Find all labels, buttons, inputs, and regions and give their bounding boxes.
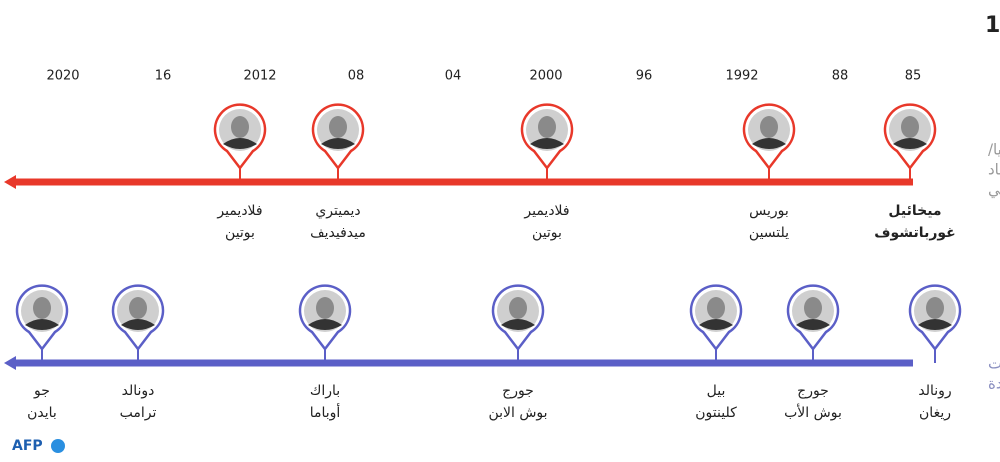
leader-name: جورج bbox=[502, 383, 534, 399]
leader-name: بيل bbox=[707, 383, 726, 399]
leader-name: غورباتشوف bbox=[874, 225, 955, 241]
portrait-body bbox=[121, 319, 155, 330]
portrait-head bbox=[509, 297, 527, 319]
portrait-body bbox=[501, 319, 535, 330]
leader-name: أوباما bbox=[310, 403, 341, 421]
leader-name: بوش الابن bbox=[488, 405, 547, 421]
leader-name: بوش الأب bbox=[784, 403, 842, 421]
year-label: 96 bbox=[636, 69, 653, 84]
portrait-head bbox=[901, 116, 919, 138]
leader-name: فلاديمير bbox=[523, 203, 569, 219]
portrait-body bbox=[752, 138, 786, 149]
leader-name: ترامب bbox=[120, 405, 157, 421]
timeline-bar bbox=[14, 178, 913, 186]
leader-name: بوريس bbox=[749, 203, 789, 219]
leader-name: جو bbox=[33, 383, 50, 399]
year-label: 2012 bbox=[243, 69, 276, 84]
leader-name: رونالد bbox=[918, 383, 951, 399]
portrait-head bbox=[316, 297, 334, 319]
portrait-head bbox=[231, 116, 249, 138]
leader-name: يلتسين bbox=[749, 225, 789, 241]
year-label: 08 bbox=[348, 69, 365, 84]
logo: AFP bbox=[12, 438, 43, 454]
portrait-body bbox=[918, 319, 952, 330]
portrait-head bbox=[129, 297, 147, 319]
leader-name: ديميتري bbox=[315, 203, 360, 219]
portrait-body bbox=[321, 138, 355, 149]
leader-name: باراك bbox=[310, 383, 340, 399]
logo-dot bbox=[51, 439, 65, 453]
portrait-body bbox=[699, 319, 733, 330]
portrait-body bbox=[223, 138, 257, 149]
portrait-body bbox=[530, 138, 564, 149]
portrait-head bbox=[707, 297, 725, 319]
leader-name: ميخائيل bbox=[888, 203, 941, 219]
portrait-body bbox=[308, 319, 342, 330]
year-label: 16 bbox=[155, 69, 172, 84]
leader-name: جورج bbox=[797, 383, 829, 399]
row-label: المتحدة bbox=[988, 375, 1000, 393]
year-label: 2020 bbox=[46, 69, 79, 84]
year-label: 04 bbox=[445, 69, 462, 84]
timeline-bar bbox=[14, 359, 913, 367]
portrait-body bbox=[25, 319, 59, 330]
portrait-head bbox=[804, 297, 822, 319]
year-label: 2000 bbox=[529, 69, 562, 84]
row-label: روسيا/ bbox=[988, 141, 1000, 159]
title: قادة الولايات المتحدة وروسيا والاتحاد ال… bbox=[985, 13, 1000, 38]
year-label: 88 bbox=[832, 69, 849, 84]
row-label: السوفياتي bbox=[988, 181, 1000, 200]
leader-name: فلاديمير bbox=[216, 203, 262, 219]
year-label: 85 bbox=[905, 69, 922, 84]
year-label: 1992 bbox=[725, 69, 758, 84]
leader-name: ريغان bbox=[919, 405, 951, 421]
timeline-arrow bbox=[4, 356, 16, 370]
timeline-arrow bbox=[4, 175, 16, 189]
row-label: الاتحاد bbox=[988, 161, 1000, 179]
portrait-head bbox=[329, 116, 347, 138]
portrait-head bbox=[538, 116, 556, 138]
leader-name: بايدن bbox=[27, 405, 57, 421]
leader-name: بوتين bbox=[225, 225, 255, 241]
portrait-body bbox=[796, 319, 830, 330]
leader-name: بوتين bbox=[532, 225, 562, 241]
leader-name: دونالد bbox=[122, 383, 155, 399]
leader-name: كلينتون bbox=[695, 405, 737, 421]
portrait-head bbox=[33, 297, 51, 319]
portrait-body bbox=[893, 138, 927, 149]
row-label: الولايات bbox=[988, 355, 1000, 373]
portrait-head bbox=[926, 297, 944, 319]
portrait-head bbox=[760, 116, 778, 138]
leader-name: ميدفيديف bbox=[310, 225, 366, 241]
